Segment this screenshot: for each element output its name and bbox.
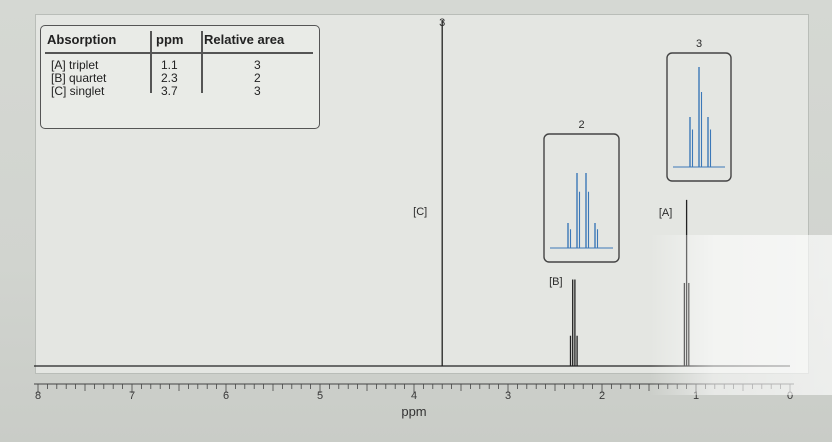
table-col-divider-2 — [201, 31, 203, 93]
row-a-ppm: 1.1 — [161, 58, 178, 72]
row-a-absorption: [A] triplet — [51, 58, 99, 72]
x-tick-label-0: 0 — [787, 390, 793, 402]
peak-c-height-label: 3 — [439, 17, 445, 29]
row-a-area: 3 — [254, 58, 261, 72]
x-tick-label-5: 5 — [317, 390, 323, 402]
x-tick-label-6: 6 — [223, 390, 229, 402]
inset-box-b — [543, 133, 620, 263]
x-tick-label-1: 1 — [693, 390, 699, 402]
x-tick-label-8: 8 — [35, 390, 41, 402]
row-c-area: 3 — [254, 84, 261, 98]
absorption-table: Absorption ppm Relative area [A] triplet… — [40, 25, 320, 129]
x-tick-label-7: 7 — [129, 390, 135, 402]
table-col-divider-1 — [150, 31, 152, 93]
header-absorption: Absorption — [47, 32, 117, 47]
x-tick-label-4: 4 — [411, 390, 417, 402]
x-axis-title: ppm — [401, 404, 426, 419]
row-b-ppm: 2.3 — [161, 71, 178, 85]
x-tick-label-3: 3 — [505, 390, 511, 402]
peak-c-label: [C] — [413, 206, 427, 218]
header-relative-area: Relative area — [204, 32, 285, 47]
table-header-divider — [45, 52, 313, 54]
inset-b-height-label: 2 — [578, 119, 584, 131]
row-c-ppm: 3.7 — [161, 84, 178, 98]
row-b-absorption: [B] quartet — [51, 71, 107, 85]
row-c-absorption: [C] singlet — [51, 84, 105, 98]
peak-a-label: [A] — [659, 207, 672, 219]
header-ppm: ppm — [156, 32, 184, 47]
row-b-area: 2 — [254, 71, 261, 85]
peak-b-label: [B] — [549, 276, 562, 288]
x-tick-label-2: 2 — [599, 390, 605, 402]
inset-box-a — [666, 52, 732, 182]
inset-a-height-label: 3 — [696, 38, 702, 50]
